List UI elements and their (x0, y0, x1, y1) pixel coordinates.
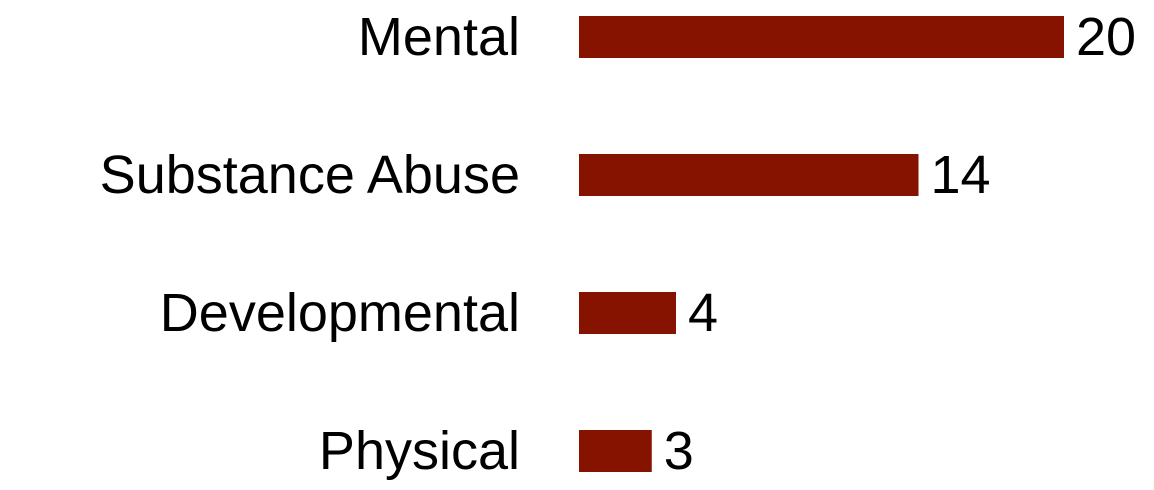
category-label-physical: Physical (319, 421, 520, 481)
value-labels-group: 20 14 4 3 (664, 7, 1136, 481)
bar-substance-abuse (579, 154, 919, 196)
category-labels-group: Mental Substance Abuse Developmental Physic… (100, 7, 520, 481)
category-label-mental: Mental (358, 7, 520, 67)
value-label-mental: 20 (1076, 7, 1136, 67)
category-label-developmental: Developmental (160, 283, 520, 343)
bars-group (579, 16, 1064, 472)
bar-mental (579, 16, 1064, 58)
category-label-substance-abuse: Substance Abuse (100, 145, 520, 205)
value-label-physical: 3 (664, 421, 694, 481)
bar-physical (579, 430, 652, 472)
bar-developmental (579, 292, 676, 334)
value-label-developmental: 4 (688, 283, 718, 343)
value-label-substance-abuse: 14 (931, 145, 991, 205)
